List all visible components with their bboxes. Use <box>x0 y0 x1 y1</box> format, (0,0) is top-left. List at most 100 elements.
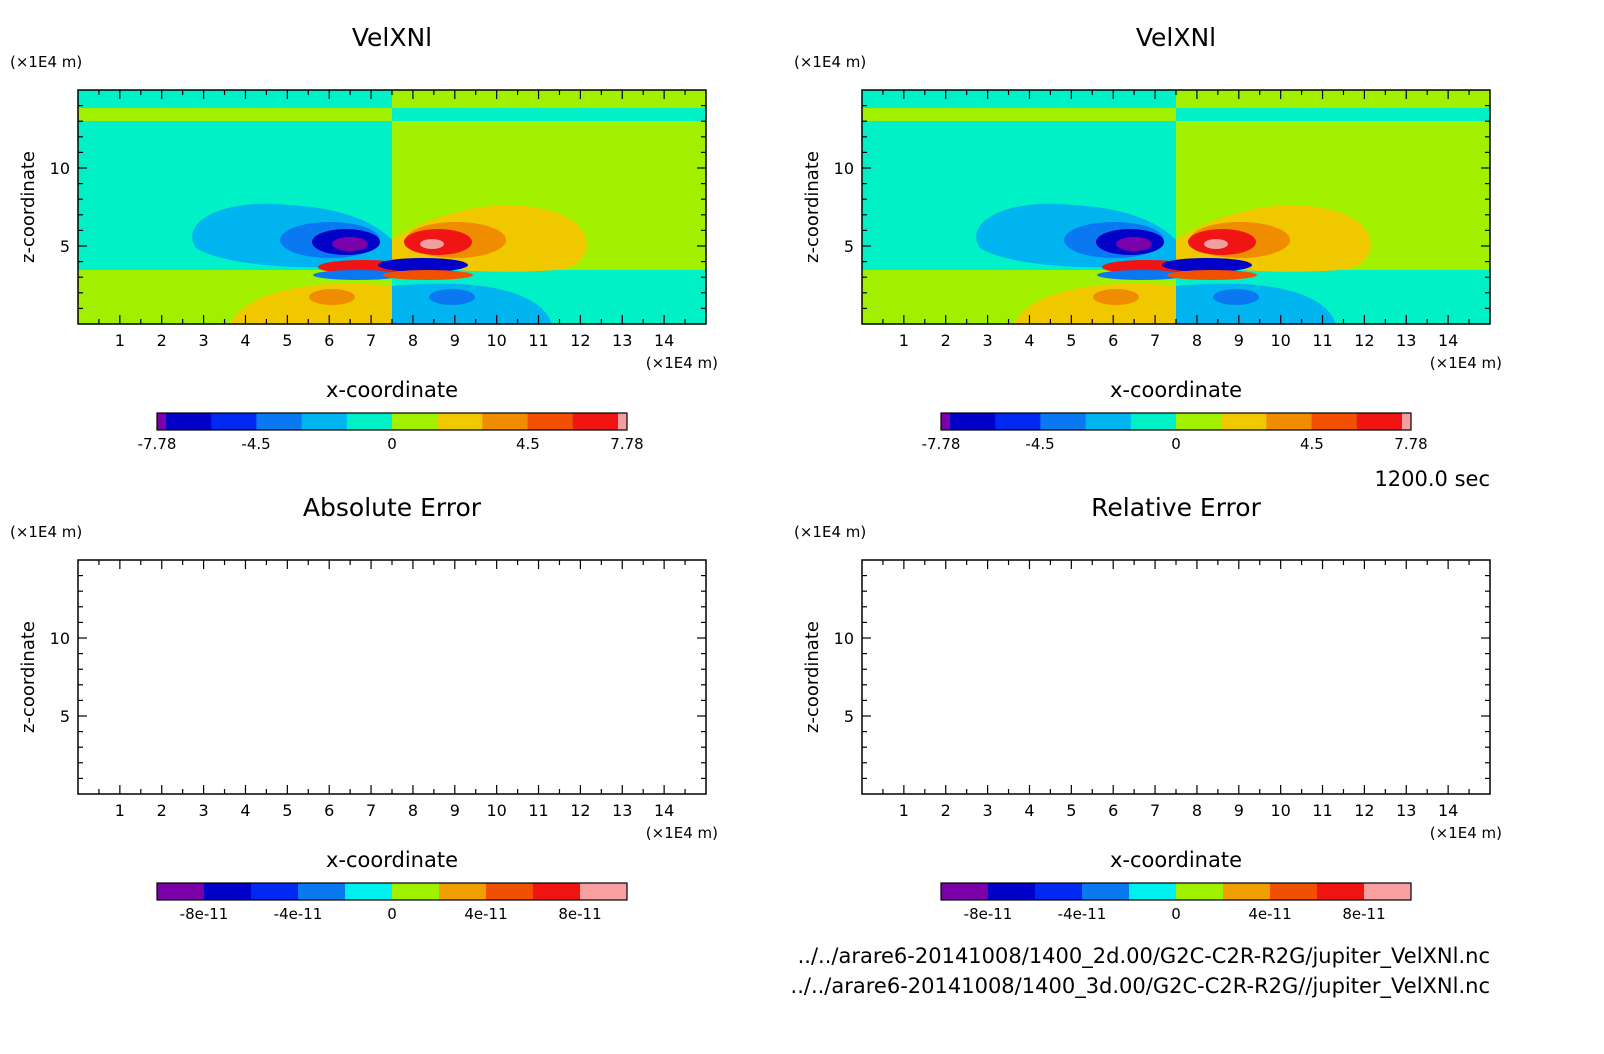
x-tick-label: 7 <box>366 801 376 820</box>
low-right-core <box>429 289 475 305</box>
chart-title: Relative Error <box>1091 493 1261 522</box>
colorbar-swatch <box>251 883 299 900</box>
colorbar-swatch <box>572 413 619 430</box>
x-tick-label: 6 <box>324 331 334 350</box>
y-axis-label: z-coordinate <box>802 621 823 733</box>
colorbar-swatch <box>1130 413 1177 430</box>
y-unit-label: (×1E4 m) <box>794 523 866 541</box>
chart-title: Absolute Error <box>303 493 482 522</box>
right-band-neg <box>378 258 468 272</box>
y-tick-label: 10 <box>50 629 70 648</box>
y-tick-label: 5 <box>844 707 854 726</box>
colorbar-tick-label: 7.78 <box>1394 435 1427 453</box>
x-tick-label: 9 <box>1234 801 1244 820</box>
chart-panel-4: Relative Error(×1E4 m)1 2 3 4 5 6 7 8 9 10 11 12 13 1… <box>794 493 1502 923</box>
y-unit-label: (×1E4 m) <box>794 53 866 71</box>
colorbar-swatch <box>1270 883 1318 900</box>
y-unit-label: (×1E4 m) <box>10 53 82 71</box>
colorbar: -8e-11 -4e-11 0 4e-11 8e-11 <box>940 882 1412 923</box>
colorbar-frame <box>156 412 628 431</box>
x-tick-label: 7 <box>1150 331 1160 350</box>
x-tick-label: 4 <box>1024 331 1034 350</box>
colorbar-tick-label: 4e-11 <box>1248 905 1291 923</box>
colorbar-swatch <box>204 883 252 900</box>
colorbar-swatch <box>345 883 393 900</box>
colorbar-swatch <box>995 413 1041 430</box>
y-axis-label: z-coordinate <box>802 151 823 263</box>
x-tick-label: 14 <box>1438 801 1458 820</box>
x-tick-label: 6 <box>1108 801 1118 820</box>
field-contours <box>862 90 1490 324</box>
x-tick-label: 12 <box>1354 801 1374 820</box>
colorbar-swatch <box>301 413 348 430</box>
x-tick-label: 3 <box>983 801 993 820</box>
x-tick-label: 3 <box>983 331 993 350</box>
colorbar-swatch <box>157 413 166 430</box>
x-tick-label: 2 <box>941 331 951 350</box>
colorbar-tick-label: 4.5 <box>516 435 540 453</box>
colorbar-tick-label: 0 <box>387 905 397 923</box>
chart-title: VelXNl <box>352 23 432 52</box>
colorbar-tick-label: 0 <box>1171 905 1181 923</box>
colorbar-frame <box>940 412 1412 431</box>
colorbar-tick-label: 0 <box>1171 435 1181 453</box>
colorbar-swatch <box>1311 413 1358 430</box>
colorbar-swatch <box>988 883 1036 900</box>
x-tick-label: 13 <box>612 331 632 350</box>
colorbar: -7.78 -4.5 0 4.5 7.78 <box>138 412 644 453</box>
colorbar-frame <box>156 882 628 901</box>
colorbar-tick-label: -4e-11 <box>274 905 323 923</box>
x-tick-label: 2 <box>157 801 167 820</box>
x-tick-label: 5 <box>1066 801 1076 820</box>
colorbar-swatch <box>941 883 989 900</box>
y-tick-label: 5 <box>844 237 854 256</box>
x-tick-label: 8 <box>408 801 418 820</box>
colorbar-swatch <box>1356 413 1403 430</box>
colorbar-frame <box>940 882 1412 901</box>
colorbar-swatch <box>1176 413 1222 430</box>
plot-frame <box>861 559 1491 795</box>
y-axis-label: z-coordinate <box>18 151 39 263</box>
chart-panel-1: VelXNl(×1E4 m)1 2 3 4 5 6 7 8 9 10 11 12 13 14510(×1E… <box>10 23 718 453</box>
x-tick-label: 1 <box>899 801 909 820</box>
colorbar-swatch <box>1266 413 1313 430</box>
y-tick-label: 10 <box>834 159 854 178</box>
x-tick-label: 11 <box>1312 801 1332 820</box>
colorbar-swatch <box>166 413 212 430</box>
x-tick-label: 1 <box>115 331 125 350</box>
colorbar-swatch <box>1035 883 1083 900</box>
colorbar-tick-label: -4.5 <box>1025 435 1054 453</box>
colorbar-tick-label: 8e-11 <box>1342 905 1385 923</box>
colorbar-swatch <box>1082 883 1130 900</box>
band-right-top1 <box>1176 92 1490 108</box>
x-tick-label: 14 <box>654 331 674 350</box>
colorbar-swatch <box>256 413 303 430</box>
band-left-top <box>862 108 1176 121</box>
x-tick-label: 1 <box>899 331 909 350</box>
x-tick-label: 8 <box>408 331 418 350</box>
x-tick-label: 2 <box>157 331 167 350</box>
right-band-neg <box>1162 258 1252 272</box>
colorbar-tick-label: -7.78 <box>138 435 177 453</box>
x-tick-label: 8 <box>1192 801 1202 820</box>
low-right-core <box>1213 289 1259 305</box>
colorbar-swatch <box>392 413 438 430</box>
x-tick-label: 9 <box>450 801 460 820</box>
colorbar-swatch <box>941 413 950 430</box>
colorbar-tick-label: -7.78 <box>922 435 961 453</box>
x-tick-label: 7 <box>366 331 376 350</box>
x-tick-label: 14 <box>654 801 674 820</box>
x-axis-label: x-coordinate <box>326 378 458 402</box>
x-tick-label: 12 <box>1354 331 1374 350</box>
x-tick-label: 5 <box>282 331 292 350</box>
x-tick-label: 14 <box>1438 331 1458 350</box>
x-tick-label: 7 <box>1150 801 1160 820</box>
colorbar-swatch <box>1364 883 1412 900</box>
colorbar-swatch <box>618 413 627 430</box>
y-axis-label: z-coordinate <box>18 621 39 733</box>
x-unit-label: (×1E4 m) <box>646 354 718 372</box>
field-contours <box>78 90 706 324</box>
colorbar: -8e-11 -4e-11 0 4e-11 8e-11 <box>156 882 628 923</box>
colorbar-swatch <box>580 883 628 900</box>
x-tick-label: 5 <box>1066 331 1076 350</box>
